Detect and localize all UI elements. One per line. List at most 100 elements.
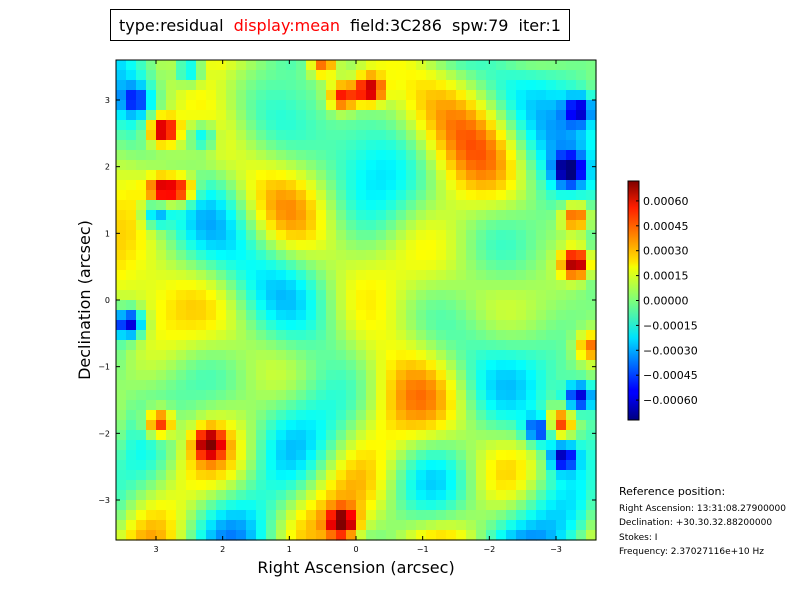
heatmap-cell: [466, 180, 477, 191]
heatmap-cell: [476, 490, 487, 501]
heatmap-cell: [456, 350, 467, 361]
heatmap-cell: [456, 430, 467, 441]
heatmap-cell: [546, 60, 557, 71]
heatmap-cell: [586, 350, 597, 361]
heatmap-cell: [376, 470, 387, 481]
heatmap-cell: [496, 240, 507, 251]
heatmap-cell: [446, 200, 457, 211]
heatmap-cell: [186, 530, 197, 541]
heatmap-cell: [146, 510, 157, 521]
heatmap-cell: [486, 490, 497, 501]
heatmap-cell: [116, 520, 127, 531]
heatmap-cell: [526, 100, 537, 111]
heatmap-cell: [376, 120, 387, 131]
heatmap-cell: [186, 390, 197, 401]
heatmap-cell: [426, 170, 437, 181]
heatmap-cell: [546, 390, 557, 401]
heatmap-cell: [266, 210, 277, 221]
heatmap-cell: [346, 160, 357, 171]
heatmap-cell: [416, 220, 427, 231]
heatmap-cell: [366, 430, 377, 441]
heatmap-cell: [516, 360, 527, 371]
heatmap-cell: [536, 130, 547, 141]
heatmap-cell: [476, 470, 487, 481]
heatmap-cell: [496, 420, 507, 431]
heatmap-cell: [136, 280, 147, 291]
heatmap-cell: [416, 410, 427, 421]
heatmap-cell: [416, 150, 427, 161]
heatmap-cell: [306, 300, 317, 311]
heatmap-cell: [206, 260, 217, 271]
heatmap-cell: [196, 90, 207, 101]
heatmap-cell: [476, 430, 487, 441]
heatmap-cell: [246, 380, 257, 391]
heatmap-cell: [556, 440, 567, 451]
heatmap-cell: [436, 410, 447, 421]
colorbar-tick-label: −0.00015: [643, 319, 698, 332]
heatmap-cell: [246, 350, 257, 361]
heatmap-cell: [216, 500, 227, 511]
heatmap-cell: [176, 520, 187, 531]
heatmap-cell: [226, 280, 237, 291]
heatmap-cell: [356, 170, 367, 181]
heatmap-cell: [226, 80, 237, 91]
heatmap-cell: [346, 420, 357, 431]
heatmap-cell: [556, 140, 567, 151]
heatmap-cell: [376, 210, 387, 221]
heatmap-cell: [246, 330, 257, 341]
heatmap-cell: [396, 490, 407, 501]
heatmap-cell: [306, 430, 317, 441]
heatmap-cell: [516, 110, 527, 121]
heatmap-cell: [296, 70, 307, 81]
heatmap-cell: [356, 410, 367, 421]
heatmap-cell: [196, 520, 207, 531]
heatmap-cell: [506, 160, 517, 171]
heatmap-cell: [226, 210, 237, 221]
heatmap-cell: [376, 440, 387, 451]
heatmap-cell: [506, 260, 517, 271]
heatmap-cell: [286, 280, 297, 291]
heatmap-cell: [156, 140, 167, 151]
heatmap-cell: [516, 60, 527, 71]
heatmap-cell: [256, 140, 267, 151]
heatmap-cell: [466, 280, 477, 291]
heatmap-cell: [216, 450, 227, 461]
heatmap-cell: [546, 500, 557, 511]
heatmap-cell: [476, 520, 487, 531]
heatmap-cell: [156, 250, 167, 261]
heatmap-cell: [116, 510, 127, 521]
heatmap-cell: [146, 390, 157, 401]
heatmap-cell: [136, 210, 147, 221]
heatmap-cell: [486, 330, 497, 341]
heatmap-cell: [126, 120, 137, 131]
heatmap-cell: [536, 330, 547, 341]
heatmap-cell: [146, 250, 157, 261]
heatmap-cell: [146, 260, 157, 271]
heatmap-cell: [226, 250, 237, 261]
heatmap-cell: [496, 320, 507, 331]
heatmap-cell: [426, 490, 437, 501]
heatmap-cell: [276, 140, 287, 151]
heatmap-cell: [456, 440, 467, 451]
y-tick-label: 2: [105, 163, 110, 172]
heatmap-cell: [226, 400, 237, 411]
heatmap-cell: [526, 450, 537, 461]
heatmap-cell: [296, 500, 307, 511]
heatmap-cell: [426, 300, 437, 311]
heatmap-cell: [516, 460, 527, 471]
heatmap-cell: [506, 230, 517, 241]
heatmap-cell: [436, 360, 447, 371]
heatmap-cell: [426, 200, 437, 211]
heatmap-cell: [206, 220, 217, 231]
heatmap-cell: [566, 270, 577, 281]
heatmap-cell: [526, 160, 537, 171]
heatmap-cell: [436, 140, 447, 151]
heatmap-cell: [506, 350, 517, 361]
heatmap-cell: [536, 280, 547, 291]
heatmap-cell: [426, 160, 437, 171]
heatmap-cell: [516, 350, 527, 361]
heatmap-cell: [156, 370, 167, 381]
heatmap-cell: [436, 430, 447, 441]
heatmap-cell: [496, 230, 507, 241]
heatmap-cell: [506, 510, 517, 521]
